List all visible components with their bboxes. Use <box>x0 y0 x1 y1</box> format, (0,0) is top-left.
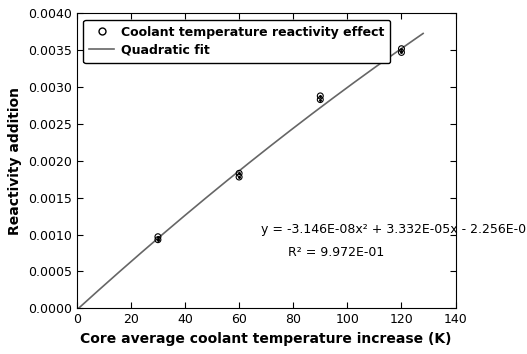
Point <box>154 234 162 240</box>
Point <box>316 97 325 102</box>
Text: R² = 9.972E-01: R² = 9.972E-01 <box>288 246 384 258</box>
Point <box>316 93 325 99</box>
X-axis label: Core average coolant temperature increase (K): Core average coolant temperature increas… <box>81 332 452 346</box>
Point <box>154 237 162 242</box>
Point <box>316 97 325 102</box>
Point <box>316 93 325 99</box>
Y-axis label: Reactivity addition: Reactivity addition <box>8 87 22 235</box>
Text: y = -3.146E-08x² + 3.332E-05x - 2.256E-05: y = -3.146E-08x² + 3.332E-05x - 2.256E-0… <box>261 223 527 236</box>
Point <box>235 171 243 176</box>
Point <box>235 174 243 180</box>
Point <box>235 171 243 176</box>
Point <box>154 237 162 242</box>
Legend: Coolant temperature reactivity effect, Quadratic fit: Coolant temperature reactivity effect, Q… <box>83 19 390 63</box>
Point <box>397 50 406 55</box>
Point <box>397 46 406 52</box>
Point <box>235 174 243 180</box>
Point <box>154 234 162 240</box>
Point <box>397 46 406 52</box>
Point <box>397 50 406 55</box>
